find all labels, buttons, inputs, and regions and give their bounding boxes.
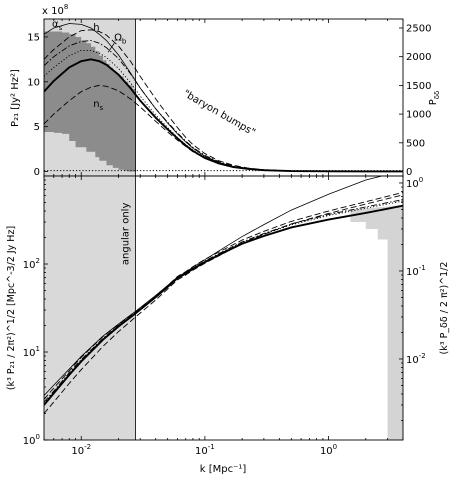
bottom-ytick-label: 101: [23, 345, 40, 359]
bottom-ytick-label: 100: [23, 433, 40, 447]
top-ytick-label: 10: [27, 77, 40, 88]
top-y-label: P₂₁ [Jy² Hz²]: [10, 69, 21, 127]
bottom-series-group: [44, 176, 403, 414]
bottom-y-label: (k³ P₂₁ / 2π²)^1/2 [Mpc^-3/2 Jy Hz]: [6, 226, 17, 390]
top-panel: 0 5 10 15 0 500 1000 1500 2000 2500 αs h Ωb ns "baryo…: [10, 3, 441, 178]
bottom-right-ytick-label: 10-1: [406, 264, 426, 278]
top-annotation-3: ns: [93, 99, 103, 112]
top-right-ytick-label: 1000: [406, 110, 431, 121]
top-right-ytick-label: 500: [406, 138, 425, 149]
top-right-ytick-label: 0: [406, 167, 412, 178]
top-right-ytick-label: 1500: [406, 81, 431, 92]
top-annotation-2: Ωb: [114, 33, 127, 46]
bottom-right-y-label: (k³ P_δδ / 2 π²)^1/2: [439, 262, 450, 355]
angular-only-label: angular only: [121, 203, 132, 266]
bottom-xtick-label: 10-1: [195, 443, 215, 457]
bottom-error-band: [350, 204, 403, 440]
bottom-right-ytick-label: 10-2: [406, 352, 426, 366]
top-ytick-label: 0: [34, 167, 40, 178]
bottom-ytick-label: 102: [23, 257, 40, 271]
top-annotation-4: "baryon bumps": [181, 88, 257, 138]
bottom-series-line-4: [44, 199, 403, 403]
top-ytick-label: 15: [27, 32, 40, 43]
bottom-xtick-label: 10-2: [71, 443, 91, 457]
top-annotation-1: h: [93, 23, 99, 34]
top-right-ytick-label: 2500: [406, 23, 431, 34]
top-ticks: 0 5 10 15 0 500 1000 1500 2000 2500: [27, 19, 431, 178]
top-right-y-label: Pδδ: [428, 91, 441, 106]
bottom-panel: 100 101 102 10-2 10-1 100 10-2 10-1 100 angular …: [6, 175, 450, 475]
bottom-ticks: 100 101 102 10-2 10-1 100 10-2 10-1 100: [23, 176, 426, 457]
top-series-line-2: [44, 29, 403, 172]
bottom-series-line-0: [44, 204, 403, 406]
omega-b-arrow: [107, 42, 115, 53]
bottom-frame: [43, 175, 404, 441]
top-ytick-label: 5: [34, 122, 40, 133]
top-series-group: [44, 23, 403, 173]
top-annotation-0: αs: [52, 19, 63, 32]
x-axis-label: k [Mpc⁻¹]: [200, 464, 247, 475]
bottom-right-ytick-label: 100: [406, 176, 423, 190]
top-y-multiplier: x 108: [42, 3, 68, 17]
top-error-band: [44, 31, 136, 172]
bottom-series-line-5: [44, 200, 403, 404]
bottom-xtick-label: 100: [320, 443, 337, 457]
top-right-ytick-label: 2000: [406, 52, 431, 63]
